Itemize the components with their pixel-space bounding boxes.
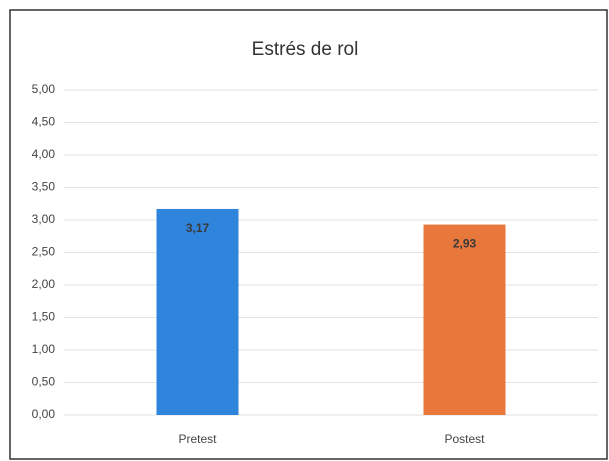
bar bbox=[423, 224, 506, 415]
y-tick-label: 0,00 bbox=[32, 407, 56, 421]
y-tick-label: 1,50 bbox=[32, 310, 56, 324]
chart-title: Estrés de rol bbox=[252, 39, 359, 60]
y-tick-label: 0,50 bbox=[32, 375, 56, 389]
y-tick-label: 2,50 bbox=[32, 245, 56, 259]
y-tick-label: 3,00 bbox=[32, 212, 56, 226]
x-tick-label: Postest bbox=[444, 432, 485, 446]
y-tick-label: 1,00 bbox=[32, 342, 56, 356]
y-tick-label: 5,00 bbox=[32, 82, 56, 96]
data-label: 3,17 bbox=[186, 221, 210, 235]
y-tick-label: 4,00 bbox=[32, 147, 56, 161]
x-tick-label: Pretest bbox=[178, 432, 217, 446]
data-label: 2,93 bbox=[453, 237, 477, 251]
y-tick-label: 4,50 bbox=[32, 115, 56, 129]
y-tick-label: 2,00 bbox=[32, 277, 56, 291]
chart-frame bbox=[9, 9, 608, 460]
y-tick-label: 3,50 bbox=[32, 180, 56, 194]
bar bbox=[156, 208, 239, 415]
